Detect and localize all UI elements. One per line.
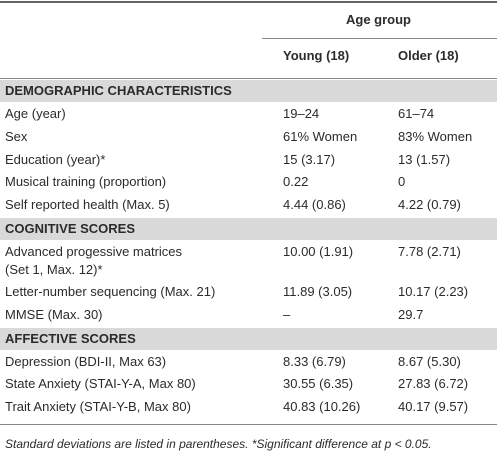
row-label: Age (year) (5, 106, 66, 121)
group-rule (262, 38, 497, 39)
section-title: DEMOGRAPHIC CHARACTERISTICS (5, 83, 232, 98)
row-label: Education (year)* (5, 151, 106, 167)
row-label: Depression (BDI-II, Max 63) (5, 353, 167, 369)
cell: 83% Women (398, 128, 473, 144)
cell: 4.44 (0.86) (283, 197, 346, 213)
section-band (0, 327, 497, 350)
cell: 40.17 (9.57) (398, 399, 469, 415)
cell: 10.00 (1.91) (283, 244, 354, 259)
cell: 4.22 (0.79) (398, 197, 461, 213)
column-header: Older (18) (398, 48, 459, 63)
row-label: MMSE (Max. 30) (5, 306, 103, 322)
top-rule (0, 1, 497, 3)
cell: 27.83 (6.72) (398, 376, 469, 392)
row-label: (Set 1, Max. 12)* (5, 262, 103, 277)
cell: 19–24 (283, 106, 320, 121)
cell: 7.78 (2.71) (398, 244, 461, 259)
row-label: Self reported health (Max. 5) (5, 197, 170, 213)
cell: 61% Women (283, 128, 358, 144)
cell: 40.83 (10.26) (283, 399, 361, 415)
cell: 15 (3.17) (283, 151, 336, 167)
cell: 0.22 (283, 174, 309, 190)
cell: 11.89 (3.05) (283, 284, 353, 299)
cell: 61–74 (398, 106, 435, 121)
cell: 10.17 (2.23) (398, 284, 469, 299)
cell: 8.67 (5.30) (398, 353, 461, 369)
section-band (0, 80, 497, 102)
cell: 30.55 (6.35) (283, 376, 354, 392)
section-title: COGNITIVE SCORES (5, 221, 136, 236)
row-label: Musical training (proportion) (5, 174, 167, 190)
row-label: Sex (5, 128, 28, 144)
footnote: Standard deviations are listed in parent… (5, 437, 432, 451)
cell: 8.33 (6.79) (283, 353, 346, 369)
group-header: Age group (346, 12, 411, 27)
section-band (0, 218, 497, 240)
cell: 29.7 (398, 306, 424, 322)
cell: – (283, 306, 291, 322)
row-label: State Anxiety (STAI-Y-A, Max 80) (5, 376, 196, 392)
section-title: AFFECTIVE SCORES (5, 330, 136, 346)
column-header: Young (18) (283, 48, 350, 63)
row-label: Letter-number sequencing (Max. 21) (5, 284, 216, 299)
header-rule (0, 78, 497, 79)
row-label: Advanced progessive matrices (5, 244, 183, 259)
cell: 13 (1.57) (398, 151, 451, 167)
bottom-rule (0, 424, 497, 425)
cell: 0 (398, 174, 406, 190)
row-label: Trait Anxiety (STAI-Y-B, Max 80) (5, 399, 191, 415)
